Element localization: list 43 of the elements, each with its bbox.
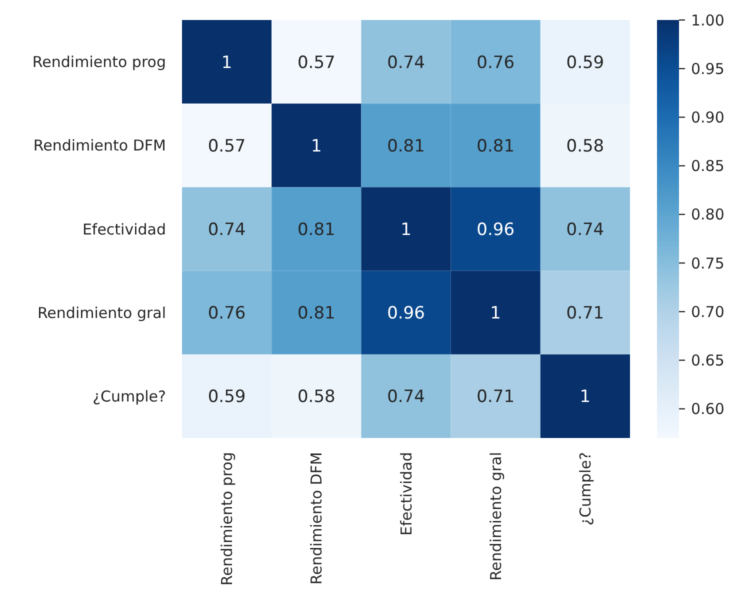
data-label: 0.96 [387,304,425,324]
y-tick-label: Rendimiento prog [32,53,166,72]
y-tick-label: Rendimiento DFM [33,136,166,155]
data-label: 0.71 [566,304,604,324]
data-label: 0.74 [387,52,425,73]
data-label: 0.59 [566,52,604,73]
data-label: 0.76 [476,52,515,73]
data-label: 0.74 [566,220,604,240]
data-label: 1 [580,387,591,408]
x-tick-label: Rendimiento DFM [308,452,326,585]
color-bar-label: 0.95 [691,60,724,78]
data-label: 1 [400,220,412,240]
color-bar-label: 0.70 [691,302,724,321]
color-bar-label: 0.80 [691,206,724,224]
color-bar-label: 0.90 [691,108,724,126]
x-tick-label: Rendimiento gral [486,452,505,581]
data-label: 1 [310,136,322,156]
data-label: 0.57 [208,136,246,156]
data-label: 0.81 [476,136,515,156]
data-label: 0.71 [476,387,515,408]
data-label: 0.81 [387,136,425,156]
data-label: 0.58 [566,136,604,156]
color-bar-label: 0.85 [691,157,724,176]
data-label: 0.76 [208,304,246,324]
data-label: 0.57 [297,52,336,73]
color-bar-label: 1.00 [691,11,724,30]
y-tick-label: Efectividad [82,220,166,238]
x-tick-label: Efectividad [397,452,416,536]
x-tick-label: ¿Cumple? [576,452,594,526]
y-tick-label: ¿Cumple? [92,387,166,406]
data-label: 1 [490,304,502,324]
color-bar-label: 0.65 [691,351,724,370]
data-label: 0.81 [297,304,336,324]
y-tick-label: Rendimiento gral [37,304,166,322]
data-label: 0.96 [476,220,515,240]
color-bar-label: 0.60 [691,400,724,418]
color-bar-label: 0.75 [691,254,724,272]
data-label: 0.81 [297,220,336,240]
data-label: 1 [221,52,232,73]
data-label: 0.74 [387,387,425,408]
data-label: 0.59 [208,387,246,408]
data-label: 0.58 [297,387,336,408]
data-label: 0.74 [208,220,246,240]
